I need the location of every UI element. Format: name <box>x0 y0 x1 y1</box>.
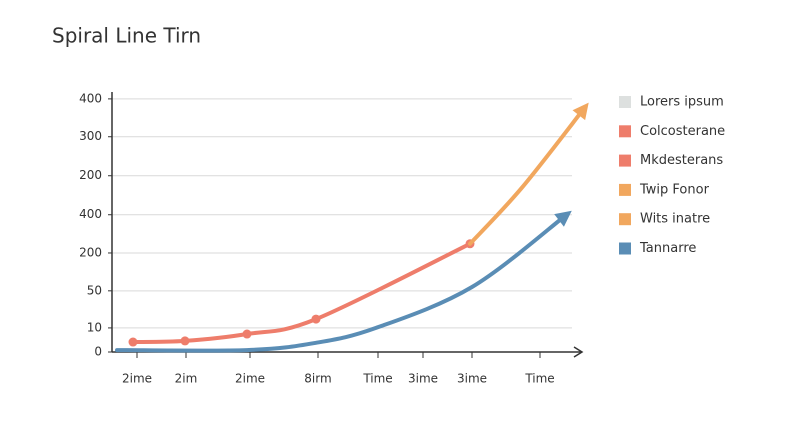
x-tick-label: 2ime <box>235 372 265 386</box>
point <box>180 336 190 346</box>
legend-swatch <box>619 96 631 108</box>
point <box>311 314 321 324</box>
series-line <box>115 212 569 353</box>
y-tick-label: 50 <box>87 283 102 297</box>
y-tick-label: 0 <box>94 345 102 359</box>
legend-swatch <box>619 183 631 196</box>
y-tick-label: 10 <box>87 320 102 334</box>
x-tick-label: 3ime <box>408 372 438 386</box>
point <box>128 337 138 347</box>
series-line <box>468 105 587 246</box>
point <box>242 329 252 339</box>
x-tick-label: Time <box>362 372 392 386</box>
legend-swatch <box>619 213 631 226</box>
x-tick-label: 2im <box>175 372 198 386</box>
series-line <box>131 241 472 345</box>
x-tick-label: Time <box>524 372 554 386</box>
y-tick-label: 200 <box>79 245 102 259</box>
legend: Lorers ipsum Colcosterane Mkdesterans Twip … <box>619 95 725 256</box>
chart-title: Spiral Line Tirn <box>52 24 201 48</box>
x-axis-arrow <box>573 346 584 358</box>
x-tick-label: 8irm <box>304 372 331 386</box>
y-tick-label: 400 <box>79 91 102 105</box>
legend-label: Twip Fonor <box>639 182 710 197</box>
arrow-head <box>572 102 589 121</box>
arrow-head <box>554 210 572 227</box>
legend-swatch <box>619 125 631 138</box>
y-tick-label: 300 <box>79 129 102 143</box>
legend-label: Lorers ipsum <box>640 95 724 110</box>
x-tick-label: 3ime <box>457 372 487 386</box>
legend-swatch <box>619 242 631 255</box>
legend-label: Colcosterane <box>640 124 725 139</box>
legend-label: Wits inatre <box>640 212 710 227</box>
legend-swatch <box>619 154 631 167</box>
x-tick-label: 2ime <box>122 372 152 386</box>
y-tick-label: 200 <box>79 168 102 182</box>
y-tick-label: 400 <box>79 207 102 221</box>
legend-label: Tannarre <box>639 241 696 256</box>
legend-label: Mkdesterans <box>640 153 723 168</box>
